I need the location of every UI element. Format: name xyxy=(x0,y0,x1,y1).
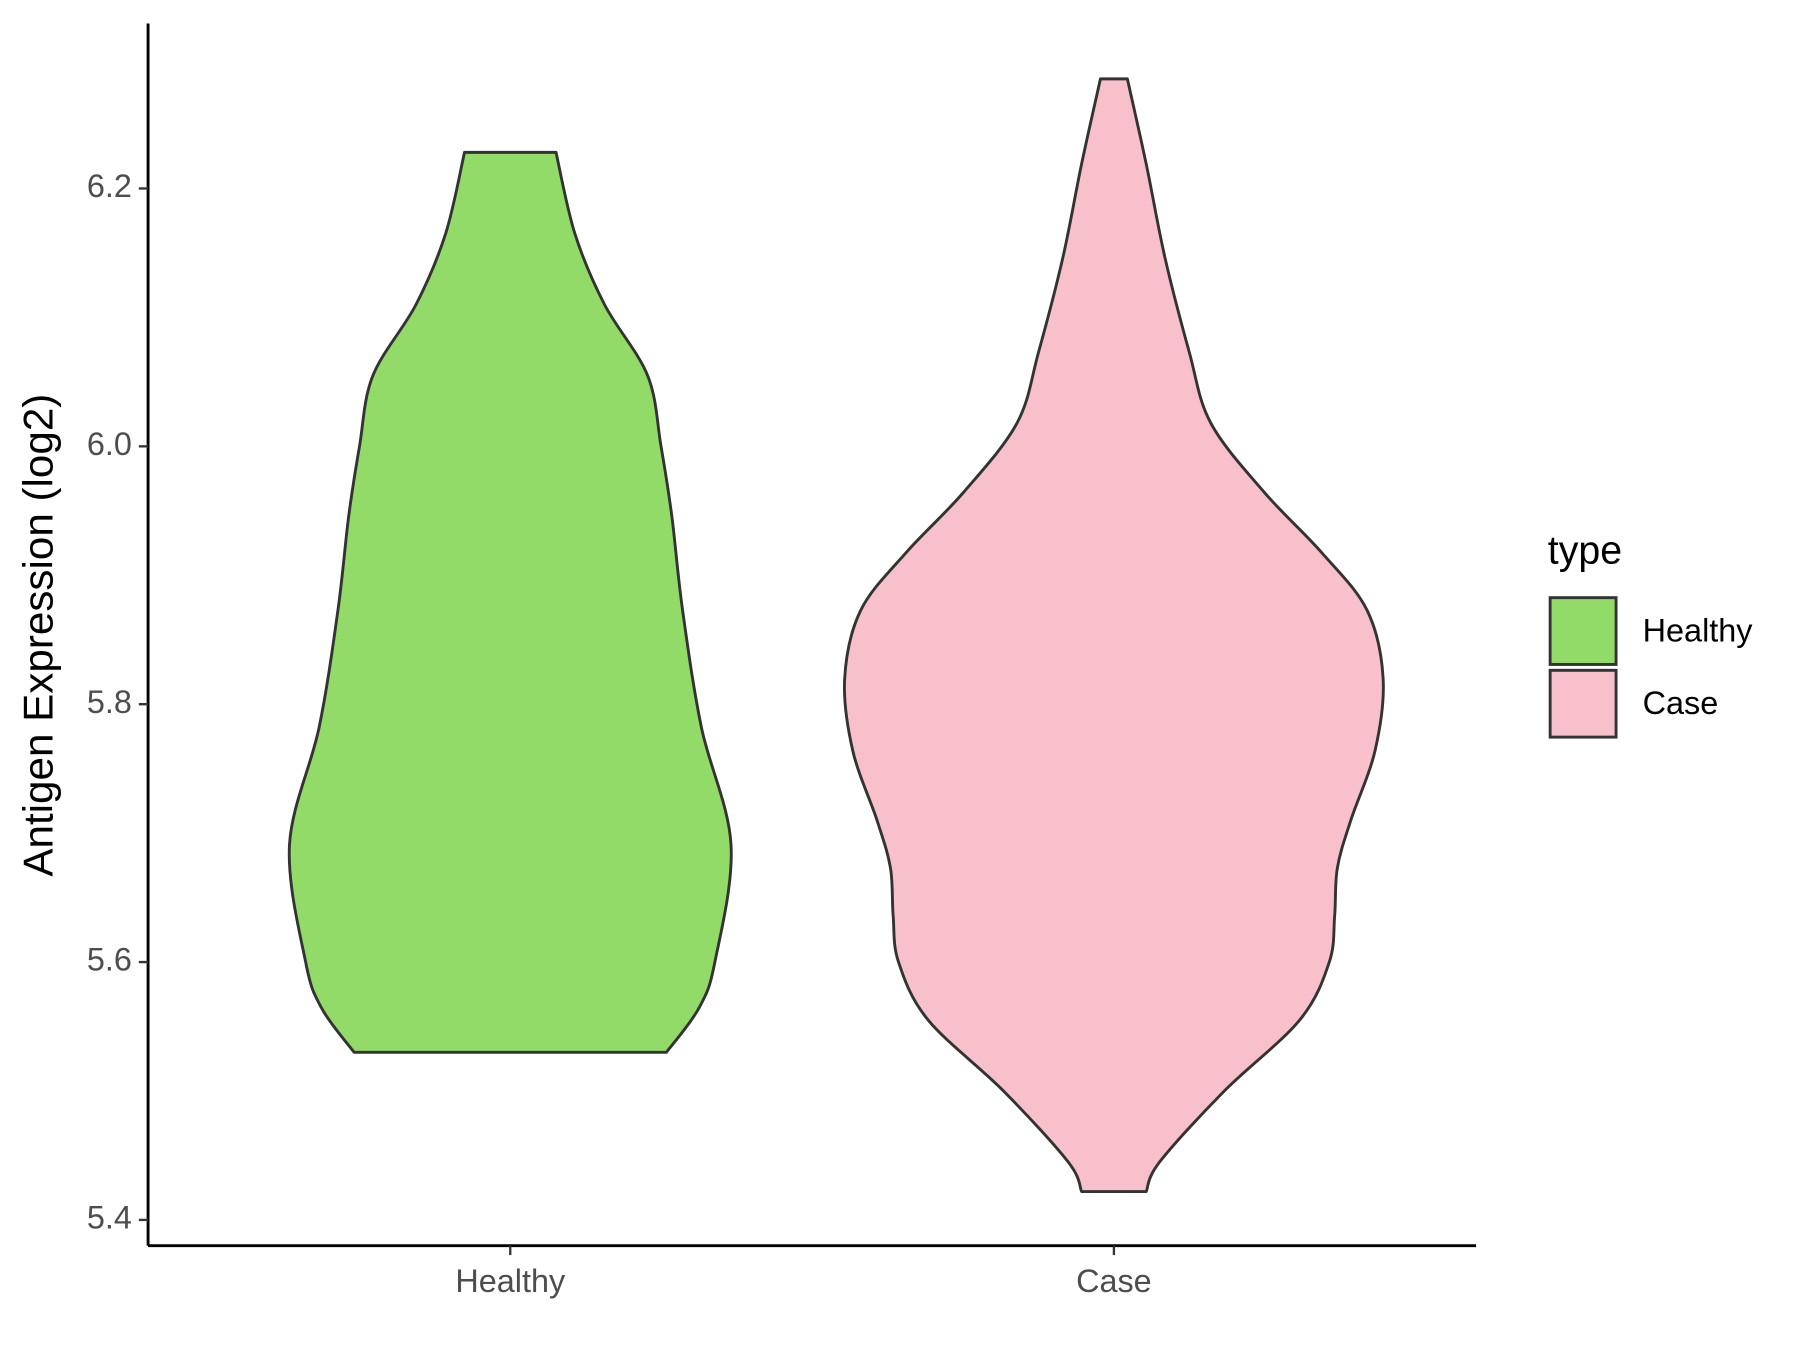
y-axis-title: Antigen Expression (log2) xyxy=(15,394,62,877)
y-tick-label: 6.2 xyxy=(87,167,132,204)
y-tick-label: 5.8 xyxy=(87,683,132,720)
legend-swatch xyxy=(1548,596,1618,666)
legend-label: Case xyxy=(1643,684,1719,721)
legend-title: type xyxy=(1548,528,1622,572)
legend-swatch xyxy=(1548,668,1618,739)
violin xyxy=(842,77,1385,1194)
y-tick-label: 6.0 xyxy=(87,425,132,462)
x-tick-label: Healthy xyxy=(455,1262,565,1299)
y-tick-label: 5.6 xyxy=(87,941,132,978)
x-tick-label: Case xyxy=(1076,1262,1152,1299)
legend-label: Healthy xyxy=(1643,611,1753,648)
y-tick-label: 5.4 xyxy=(87,1198,132,1235)
violin xyxy=(287,150,733,1054)
